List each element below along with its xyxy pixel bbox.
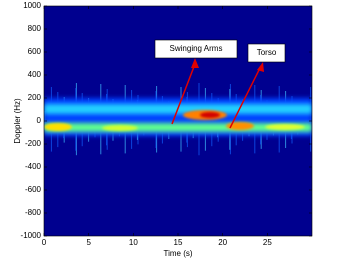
y-tick-label: 400 (28, 70, 42, 79)
y-tick-label: 1000 (23, 1, 41, 10)
y-tick-label: 0 (37, 116, 42, 125)
spectrogram-blob (102, 125, 138, 131)
x-tick-label: 15 (174, 238, 183, 247)
arrow (229, 67, 261, 129)
x-tick-label: 5 (86, 238, 91, 247)
y-tick-label: -800 (25, 208, 42, 217)
x-tick-label: 10 (129, 238, 138, 247)
arrowhead (257, 62, 264, 72)
x-tick-label: 25 (263, 238, 272, 247)
annotation-box (154, 39, 238, 59)
arrow (171, 63, 196, 125)
arrowhead (191, 58, 199, 68)
spectrogram-blob (44, 123, 72, 131)
y-tick-label: -200 (25, 139, 42, 148)
y-tick-label: -1000 (21, 231, 42, 240)
spectrogram-blob (226, 122, 254, 130)
spectrogram-blob (200, 112, 220, 118)
annotation-box (247, 43, 286, 63)
y-axis-label: Doppler (Hz) (13, 98, 22, 144)
annotation: Swinging Arms (170, 44, 223, 53)
x-axis-label: Time (s) (163, 249, 192, 258)
y-tick-label: 800 (28, 24, 42, 33)
y-tick-label: 200 (28, 93, 42, 102)
y-tick-label: 600 (28, 47, 42, 56)
axes: 0 5 10 15 20 25 -1000 -800 -600 -400 -200 0 200 400 60… (21, 1, 312, 247)
x-tick-label: 0 (42, 238, 47, 247)
spectrogram-blob (265, 124, 305, 130)
x-tick-label: 20 (218, 238, 227, 247)
y-tick-label: -600 (25, 185, 42, 194)
spectrogram-band (44, 123, 312, 132)
y-tick-label: -400 (25, 162, 42, 171)
annotation: Torso (257, 48, 277, 57)
